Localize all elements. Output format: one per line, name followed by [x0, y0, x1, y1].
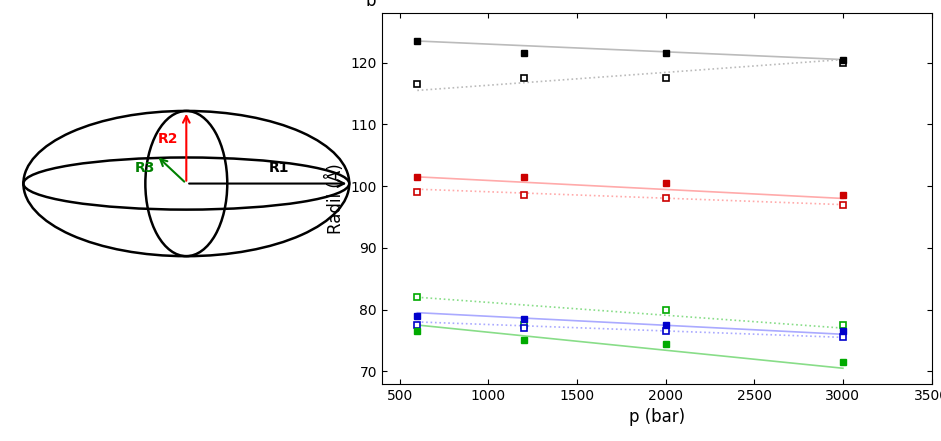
Text: R2: R2 — [157, 131, 178, 146]
Text: R3: R3 — [136, 161, 155, 176]
Y-axis label: Radii (Å): Radii (Å) — [326, 163, 345, 234]
Text: b: b — [366, 0, 376, 10]
Text: R1: R1 — [269, 161, 290, 176]
X-axis label: p (bar): p (bar) — [629, 408, 685, 426]
